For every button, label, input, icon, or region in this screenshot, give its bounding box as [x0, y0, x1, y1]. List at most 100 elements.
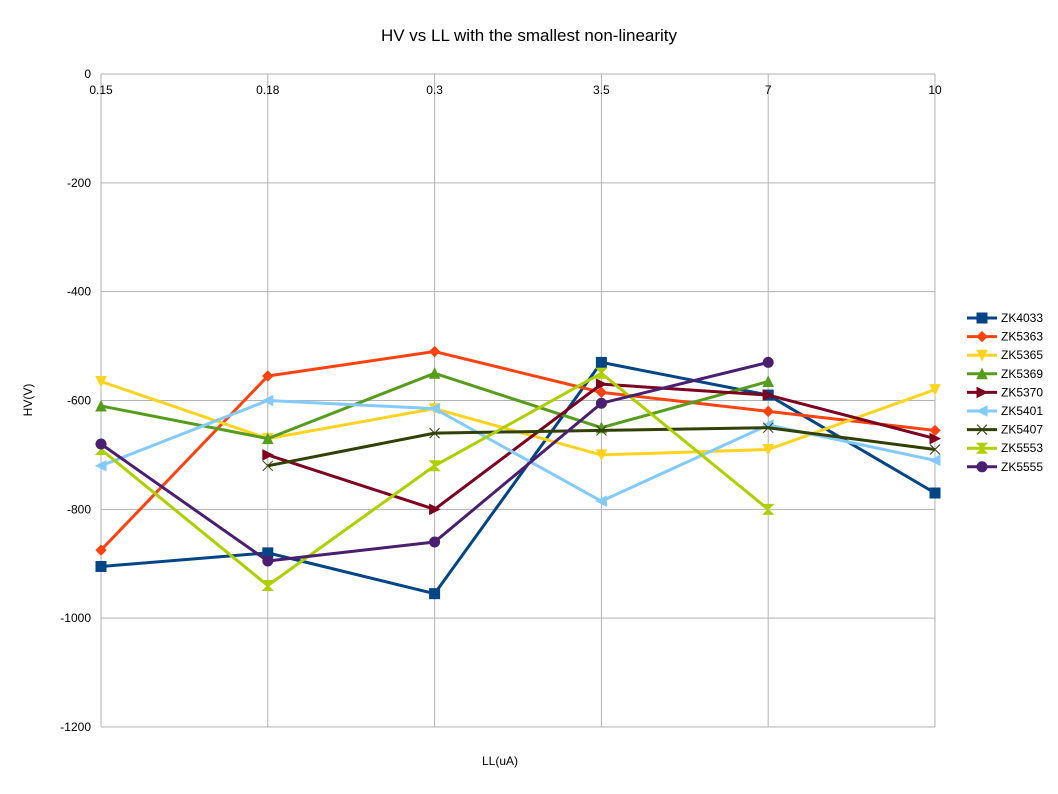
legend-marker: [976, 330, 988, 343]
legend-item-zk5401: ZK5401: [967, 404, 1043, 418]
x-tick-label: 0.15: [89, 83, 113, 97]
y-tick-label: -1200: [60, 720, 91, 734]
data-point-zk5363: [262, 370, 274, 382]
data-point-zk5555: [262, 555, 274, 567]
data-point-zk5369: [261, 432, 274, 445]
data-point-zk5365: [595, 449, 608, 462]
data-point-zk5555: [429, 536, 441, 548]
data-point-zk5407: [262, 460, 274, 472]
x-tick-label: 7: [765, 83, 772, 97]
legend-marker: [976, 349, 988, 362]
y-tick-label: -800: [67, 502, 91, 516]
x-axis-title: LL(uA): [482, 754, 518, 768]
data-point-zk5407: [762, 422, 774, 434]
series-line-zk5363: [99, 350, 936, 552]
data-point-zk5401: [595, 495, 607, 507]
chart-title: HV vs LL with the smallest non-linearity: [381, 26, 678, 45]
legend-item-zk5365: ZK5365: [967, 348, 1043, 362]
data-point-zk5370: [429, 503, 441, 516]
legend-marker: [976, 312, 988, 324]
series-zk5370: [262, 378, 942, 516]
y-axis-title: HV(V): [21, 384, 35, 417]
legend-marker: [975, 442, 989, 454]
series-line-zk4033: [100, 360, 936, 596]
data-point-zk5553: [595, 367, 608, 379]
data-point-zk5370: [762, 389, 775, 401]
data-point-zk5363: [595, 386, 608, 399]
y-tick-label: -600: [67, 394, 91, 408]
data-point-zk5363: [762, 405, 774, 418]
data-point-zk5401: [94, 459, 107, 472]
series-zk5407: [262, 422, 941, 472]
x-tick-label: 10: [928, 83, 942, 97]
data-point-zk4033: [929, 487, 941, 499]
y-tick-label: -400: [67, 285, 91, 299]
data-point-zk5401: [261, 394, 274, 407]
legend-label: ZK5555: [1001, 460, 1043, 474]
legend-item-zk5369: ZK5369: [967, 367, 1043, 381]
legend-label: ZK5363: [1001, 330, 1043, 344]
legend-item-zk4033: ZK4033: [967, 311, 1043, 325]
legend-label: ZK5401: [1001, 404, 1043, 418]
data-point-zk5363: [95, 544, 107, 556]
series-zk5369: [95, 367, 775, 445]
data-point-zk5555: [762, 356, 774, 368]
x-tick-label: 0.18: [256, 83, 280, 97]
legend-item-zk5555: ZK5555: [967, 460, 1043, 474]
legend-label: ZK5365: [1001, 348, 1043, 362]
legend-marker: [976, 386, 989, 399]
data-point-zk5365: [95, 375, 107, 388]
legend-marker: [976, 424, 988, 435]
data-point-zk4033: [95, 560, 107, 572]
series-zk5401: [94, 394, 941, 507]
legend-item-zk5363: ZK5363: [967, 330, 1043, 344]
data-point-zk5553: [261, 580, 275, 592]
data-point-zk5369: [428, 367, 441, 379]
data-point-zk5401: [928, 454, 941, 467]
data-point-zk5363: [428, 345, 441, 358]
data-point-zk5365: [762, 443, 775, 456]
series-zk5363: [95, 345, 941, 556]
data-point-zk5555: [595, 397, 607, 409]
legend-marker: [976, 461, 988, 473]
data-point-zk5553: [428, 460, 441, 472]
data-point-zk5407: [429, 427, 440, 439]
data-point-zk5365: [929, 384, 941, 396]
legend-label: ZK5369: [1001, 367, 1043, 381]
axes: 0 -200 -400 -600 -800 -1000 -1200 0.15 0.18 0.3 3.…: [60, 67, 942, 734]
data-point-zk5370: [262, 449, 274, 461]
series-group: [94, 345, 942, 600]
data-point-zk5369: [95, 399, 107, 412]
data-point-zk4033: [429, 588, 441, 600]
data-point-zk5555: [95, 438, 107, 450]
data-point-zk5370: [595, 378, 608, 390]
legend-marker: [975, 405, 988, 417]
series-zk4033: [95, 356, 941, 600]
data-point-zk5407: [929, 444, 941, 455]
data-point-zk5553: [761, 503, 775, 515]
grid: [100, 73, 936, 728]
x-tick-label: 0.3: [426, 83, 443, 97]
y-tick-label: 0: [84, 67, 91, 81]
data-point-zk5407: [596, 425, 607, 436]
legend: ZK4033 ZK5363 ZK5365 ZK5369 ZK5370 ZK5401 ZK54…: [967, 311, 1043, 474]
data-point-zk4033: [595, 356, 607, 368]
legend-item-zk5407: ZK5407: [967, 423, 1043, 437]
data-point-zk5401: [428, 402, 441, 415]
series-zk5555: [95, 356, 774, 567]
legend-label: ZK5370: [1001, 385, 1043, 399]
data-point-zk5363: [929, 424, 941, 437]
legend-label: ZK5553: [1001, 441, 1043, 455]
legend-marker: [976, 367, 988, 380]
y-tick-label: -200: [67, 176, 91, 190]
legend-label: ZK4033: [1001, 311, 1043, 325]
legend-label: ZK5407: [1001, 423, 1043, 437]
legend-item-zk5553: ZK5553: [967, 441, 1043, 455]
data-point-zk5369: [762, 375, 775, 387]
x-tick-label: 3.5: [593, 83, 610, 97]
legend-item-zk5370: ZK5370: [967, 385, 1043, 399]
y-tick-label: -1000: [60, 611, 91, 625]
data-point-zk5370: [929, 432, 942, 445]
